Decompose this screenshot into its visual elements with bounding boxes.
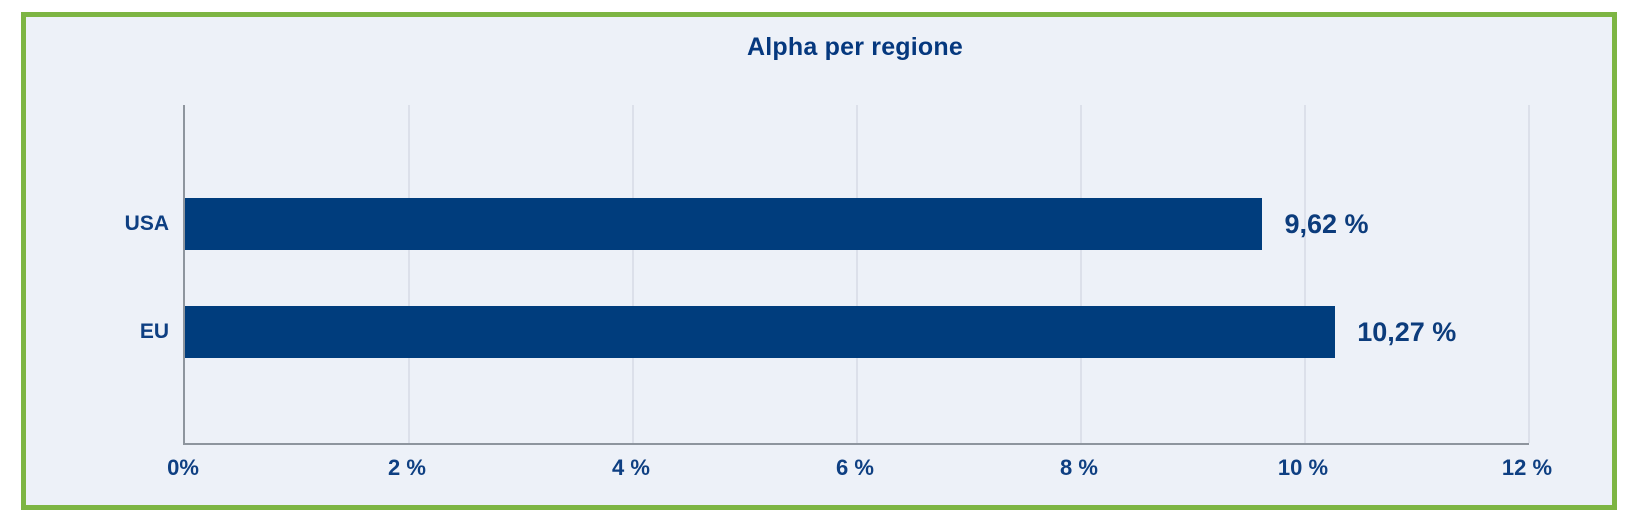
gridline (1080, 105, 1082, 443)
chart-panel: Alpha per regione 9,62 % 10,27 % USA EU 0%… (21, 12, 1617, 510)
x-tick-label: 4 % (612, 455, 650, 480)
gridline (1304, 105, 1306, 443)
x-tick-label: 6 % (836, 455, 874, 480)
gridline (856, 105, 858, 443)
category-label-eu: EU (139, 320, 169, 343)
chart-title: Alpha per regione (747, 33, 963, 61)
x-tick-label: 2 % (388, 455, 426, 480)
bar-value-label: 10,27 % (1357, 317, 1457, 347)
bar-value-label: 9,62 % (1284, 209, 1369, 239)
bar-usa (185, 198, 1263, 250)
x-tick-label: 12 % (1501, 455, 1553, 480)
gridline (632, 105, 634, 443)
category-label-usa: USA (124, 212, 169, 235)
bar-eu (185, 306, 1336, 358)
x-tick-label: 0% (167, 455, 199, 480)
gridline (408, 105, 410, 443)
x-tick-label: 10 % (1277, 455, 1329, 480)
gridline (1528, 105, 1530, 443)
x-tick-label: 8 % (1060, 455, 1098, 480)
plot-area: 9,62 % 10,27 % (183, 105, 1530, 445)
